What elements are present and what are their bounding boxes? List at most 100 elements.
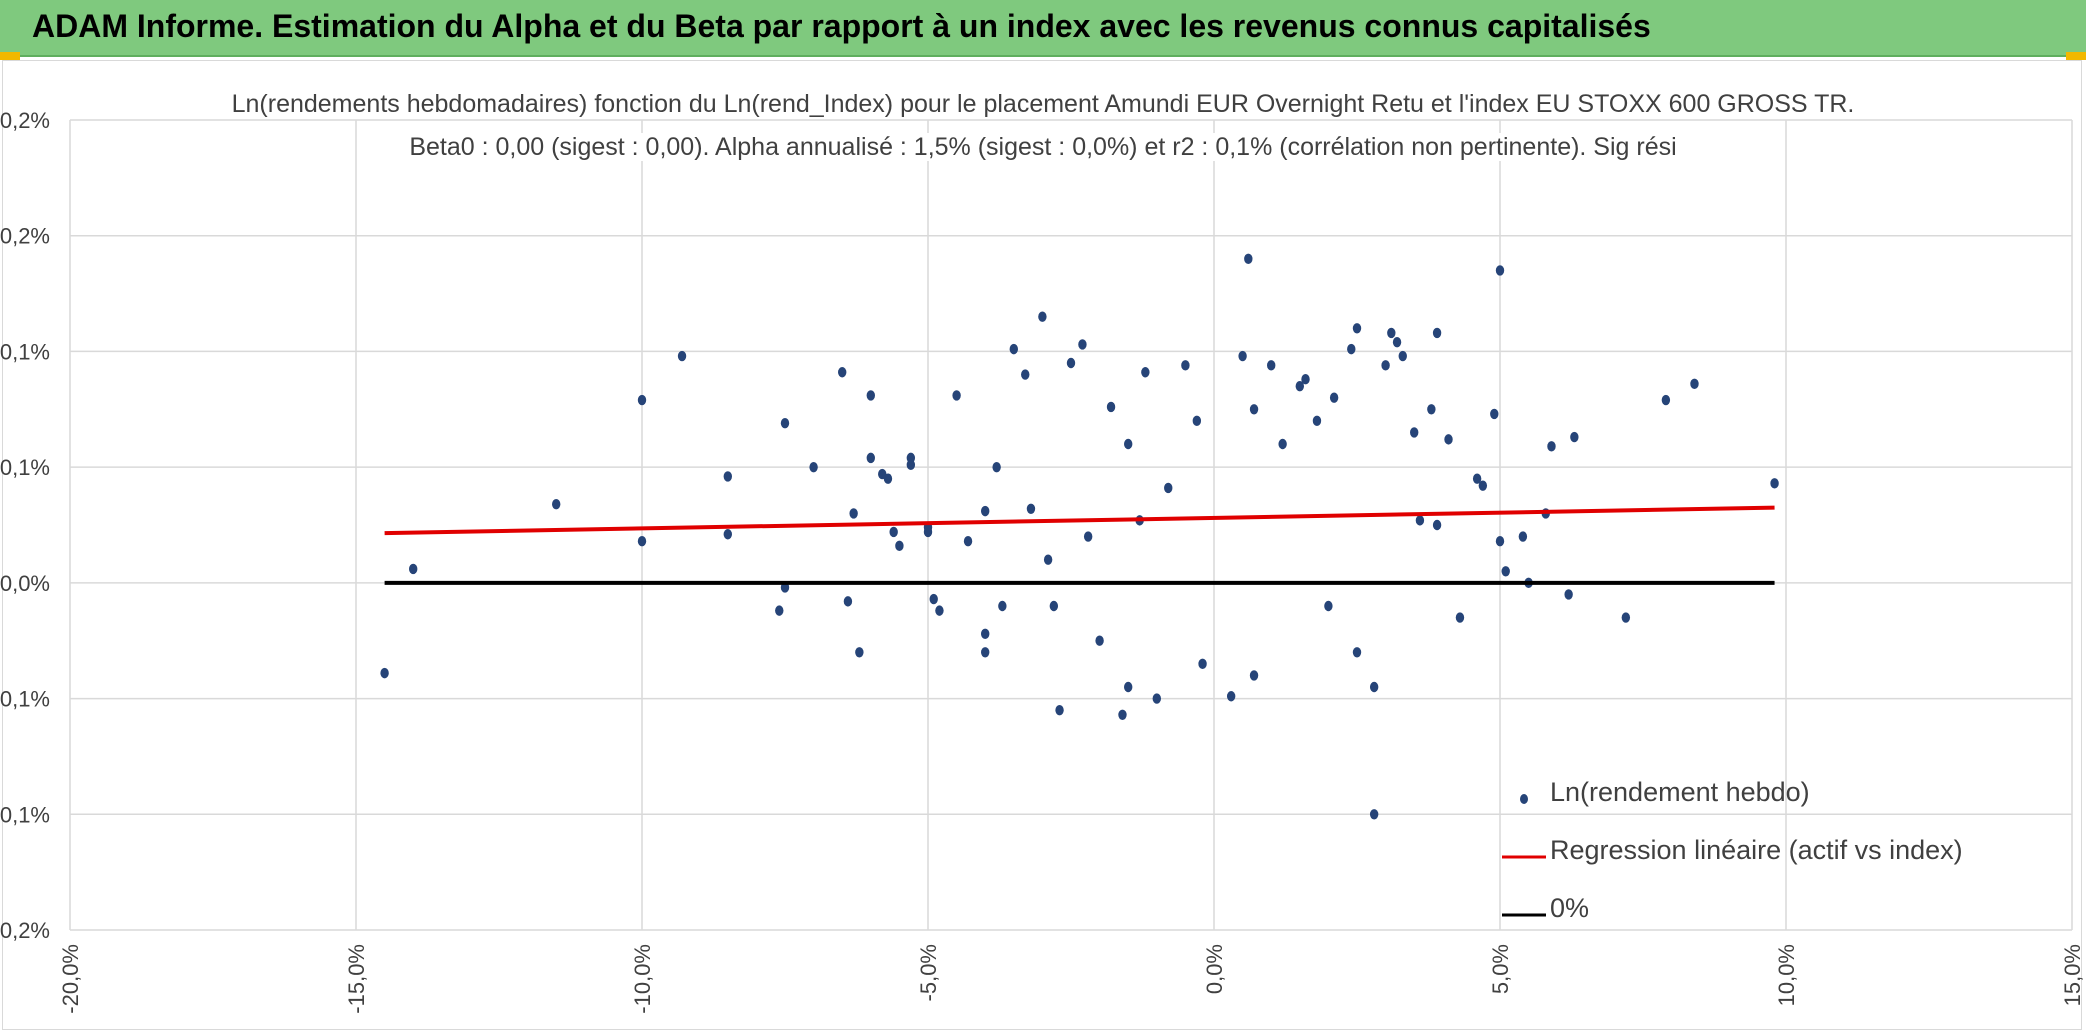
data-point-66 xyxy=(1312,415,1322,427)
data-point-100 xyxy=(1770,478,1779,489)
data-point-95 xyxy=(1564,589,1573,600)
data-point-97 xyxy=(1621,612,1631,623)
data-point-39 xyxy=(1043,554,1053,565)
data-point-72 xyxy=(1369,681,1379,693)
data-point-55 xyxy=(1192,415,1202,427)
data-point-4 xyxy=(637,536,647,547)
data-point-69 xyxy=(1347,343,1356,355)
data-point-57 xyxy=(1226,691,1236,702)
data-point-60 xyxy=(1249,404,1259,415)
x-tick-label-2: -10,0% xyxy=(630,944,655,1014)
data-point-87 xyxy=(1490,408,1499,420)
data-point-99 xyxy=(1690,378,1699,390)
x-tick-label-0: -20,0% xyxy=(58,944,83,1014)
data-point-37 xyxy=(1026,503,1036,514)
data-point-19 xyxy=(883,473,893,484)
data-point-48 xyxy=(1124,438,1133,450)
y-tick-label-5: 0,1% xyxy=(0,339,50,364)
data-point-71 xyxy=(1352,647,1362,658)
report-header: ADAM Informe. Estimation du Alpha et du … xyxy=(0,0,2086,57)
data-point-27 xyxy=(935,605,944,616)
chart-title-line-1: Ln(rendements hebdomadaires) fonction du… xyxy=(0,90,2086,119)
data-point-31 xyxy=(981,628,990,639)
data-point-2 xyxy=(552,498,561,510)
data-point-76 xyxy=(1392,336,1402,348)
data-point-81 xyxy=(1432,327,1442,339)
x-tick-label-7: 15,0% xyxy=(2060,944,2085,1006)
data-point-89 xyxy=(1495,536,1505,547)
data-point-94 xyxy=(1547,441,1556,452)
data-point-40 xyxy=(1049,600,1059,612)
data-point-35 xyxy=(1009,343,1018,355)
data-point-44 xyxy=(1083,531,1093,542)
data-point-80 xyxy=(1427,404,1436,415)
data-point-13 xyxy=(843,596,853,607)
data-point-47 xyxy=(1118,709,1127,720)
data-point-25 xyxy=(923,526,933,538)
y-tick-label-3: 0,0% xyxy=(0,571,50,596)
chart-title-line-2: Beta0 : 0,00 (sigest : 0,00). Alpha annu… xyxy=(0,133,2086,162)
data-point-45 xyxy=(1095,635,1104,646)
x-tick-label-6: 10,0% xyxy=(1774,944,1799,1006)
data-point-14 xyxy=(849,508,858,519)
y-tick-label-7: 0,2% xyxy=(0,108,50,133)
data-point-1 xyxy=(409,563,418,575)
data-point-96 xyxy=(1570,431,1579,443)
legend-symbol-points xyxy=(1520,794,1528,804)
data-point-52 xyxy=(1152,693,1162,704)
data-point-61 xyxy=(1249,670,1259,681)
data-point-3 xyxy=(637,394,647,406)
data-point-46 xyxy=(1106,401,1116,413)
legend-symbol-zero xyxy=(1502,913,1546,917)
data-point-67 xyxy=(1324,600,1333,612)
data-point-43 xyxy=(1078,339,1087,350)
chart-frame xyxy=(2,60,2082,1030)
data-point-62 xyxy=(1267,360,1276,371)
legend-label-points: Ln(rendement hebdo) xyxy=(1550,777,1810,807)
data-point-16 xyxy=(866,390,875,401)
data-point-84 xyxy=(1455,612,1465,623)
legend-label-regression: Regression linéaire (actif vs index) xyxy=(1550,835,1963,865)
x-tick-label-3: -5,0% xyxy=(916,944,941,1001)
data-point-91 xyxy=(1518,531,1528,542)
data-point-34 xyxy=(998,600,1007,612)
data-point-21 xyxy=(895,540,904,552)
data-point-11 xyxy=(809,461,818,473)
data-point-20 xyxy=(889,526,898,538)
data-point-51 xyxy=(1141,367,1150,378)
data-point-10 xyxy=(775,605,784,616)
data-point-28 xyxy=(952,390,961,401)
data-point-32 xyxy=(981,647,990,658)
data-point-0 xyxy=(380,667,389,679)
data-point-74 xyxy=(1381,360,1390,371)
data-point-12 xyxy=(838,367,847,378)
x-tick-label-5: 5,0% xyxy=(1488,944,1513,994)
data-point-64 xyxy=(1295,380,1305,392)
data-point-36 xyxy=(1021,369,1030,380)
data-point-90 xyxy=(1501,566,1510,577)
data-point-63 xyxy=(1278,438,1287,450)
data-point-85 xyxy=(1472,473,1482,484)
data-point-68 xyxy=(1329,392,1339,403)
data-point-5 xyxy=(677,350,687,362)
y-tick-label-2: -0,1% xyxy=(0,687,50,712)
data-point-26 xyxy=(929,593,938,605)
corner-marker-left xyxy=(0,52,20,60)
data-point-82 xyxy=(1432,519,1442,531)
data-point-86 xyxy=(1478,480,1488,491)
data-point-49 xyxy=(1124,681,1133,693)
data-point-33 xyxy=(992,461,1001,473)
data-point-73 xyxy=(1369,809,1379,820)
data-point-29 xyxy=(963,536,973,547)
regression-line xyxy=(384,505,1775,536)
data-point-9 xyxy=(780,582,790,593)
chart-title-text-1: Ln(rendements hebdomadaires) fonction du… xyxy=(219,90,1867,118)
data-point-59 xyxy=(1244,253,1253,265)
x-tick-label-1: -15,0% xyxy=(344,944,369,1014)
y-tick-label-0: -0,2% xyxy=(0,918,50,943)
data-point-77 xyxy=(1398,350,1407,362)
x-tick-label-4: 0,0% xyxy=(1202,944,1227,994)
data-point-78 xyxy=(1410,427,1419,438)
legend-symbol-regression xyxy=(1502,855,1546,859)
